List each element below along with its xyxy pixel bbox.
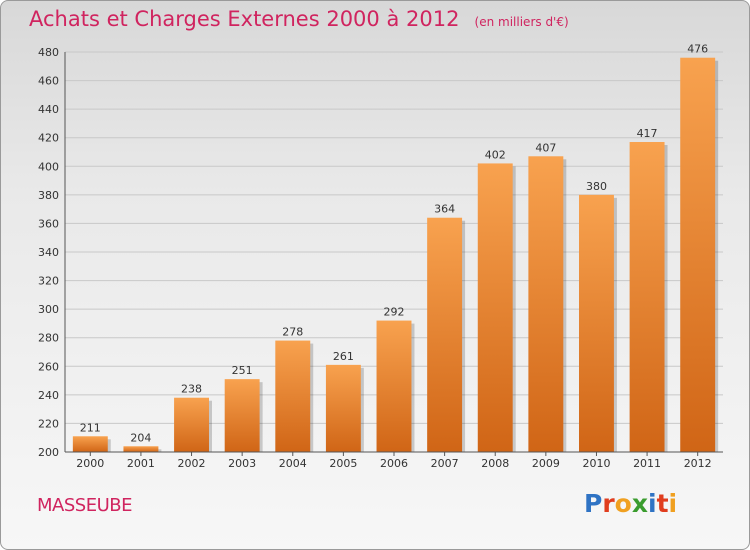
- y-tick-label: 360: [38, 217, 59, 230]
- logo-letter: x: [631, 489, 648, 518]
- x-tick-label: 2010: [582, 457, 610, 470]
- bar-value-label: 204: [130, 431, 151, 444]
- y-tick-label: 200: [38, 446, 59, 459]
- proxiti-logo: Proxiti: [584, 489, 677, 518]
- logo-letter: P: [584, 489, 603, 518]
- bar-value-label: 417: [637, 127, 658, 140]
- x-tick-label: 2012: [684, 457, 712, 470]
- chart-title: Achats et Charges Externes 2000 à 2012 (…: [29, 7, 569, 31]
- bar-2002: [174, 397, 210, 452]
- x-tick-label: 2006: [380, 457, 408, 470]
- x-tick-label: 2004: [279, 457, 307, 470]
- bar-value-label: 476: [687, 43, 708, 56]
- y-tick-label: 280: [38, 332, 59, 345]
- bar-value-label: 211: [80, 421, 101, 434]
- y-tick-label: 380: [38, 189, 59, 202]
- bar-2005: [325, 364, 361, 452]
- logo-letter: r: [602, 489, 615, 518]
- bar-2009: [528, 156, 564, 453]
- logo-letter: i: [648, 489, 657, 518]
- bar-value-label: 364: [434, 203, 455, 216]
- x-tick-label: 2001: [127, 457, 155, 470]
- y-tick-label: 240: [38, 389, 59, 402]
- bar-2004: [275, 340, 311, 452]
- bar-2001: [123, 446, 159, 452]
- logo-letter: i: [668, 489, 678, 518]
- bar-2012: [680, 57, 716, 452]
- logo-letter: t: [656, 489, 669, 518]
- y-tick-label: 320: [38, 275, 59, 288]
- x-tick-label: 2002: [178, 457, 206, 470]
- x-tick-label: 2011: [633, 457, 661, 470]
- y-tick-label: 440: [38, 103, 59, 116]
- bar-2011: [629, 142, 665, 452]
- bar-2007: [427, 217, 463, 452]
- y-tick-label: 460: [38, 75, 59, 88]
- bar-value-label: 380: [586, 180, 607, 193]
- bar-value-label: 278: [282, 326, 303, 339]
- x-tick-label: 2000: [76, 457, 104, 470]
- y-tick-label: 400: [38, 160, 59, 173]
- x-tick-label: 2005: [329, 457, 357, 470]
- y-tick-label: 260: [38, 360, 59, 373]
- y-tick-label: 300: [38, 303, 59, 316]
- bar-value-label: 238: [181, 383, 202, 396]
- axes: 200 220 240 260 280 300 320 340 360 380 400 420 440 4…: [38, 46, 723, 470]
- bar-value-label: 292: [384, 306, 405, 319]
- x-tick-label: 2007: [431, 457, 459, 470]
- y-tick-label: 480: [38, 46, 59, 59]
- logo-letter: o: [614, 489, 632, 518]
- bars: 211 204 238 251 278 261 292 364 402 407 380 417 476: [72, 43, 719, 453]
- bar-2003: [224, 379, 260, 452]
- bar-value-label: 261: [333, 350, 354, 363]
- bar-value-label: 402: [485, 148, 506, 161]
- commune-name: MASSEUBE: [37, 495, 132, 516]
- bar-value-label: 407: [535, 141, 556, 154]
- bar-2006: [376, 320, 412, 452]
- x-tick-label: 2003: [228, 457, 256, 470]
- title-main: Achats et Charges Externes 2000 à 2012: [29, 7, 460, 31]
- y-tick-label: 220: [38, 417, 59, 430]
- x-tick-label: 2008: [481, 457, 509, 470]
- title-unit: (en milliers d'€): [474, 15, 569, 29]
- bar-2000: [72, 436, 108, 452]
- bar-2010: [578, 194, 614, 452]
- y-tick-label: 340: [38, 246, 59, 259]
- x-tick-label: 2009: [532, 457, 560, 470]
- bar-value-label: 251: [232, 364, 253, 377]
- bar-2008: [477, 163, 513, 452]
- y-tick-label: 420: [38, 132, 59, 145]
